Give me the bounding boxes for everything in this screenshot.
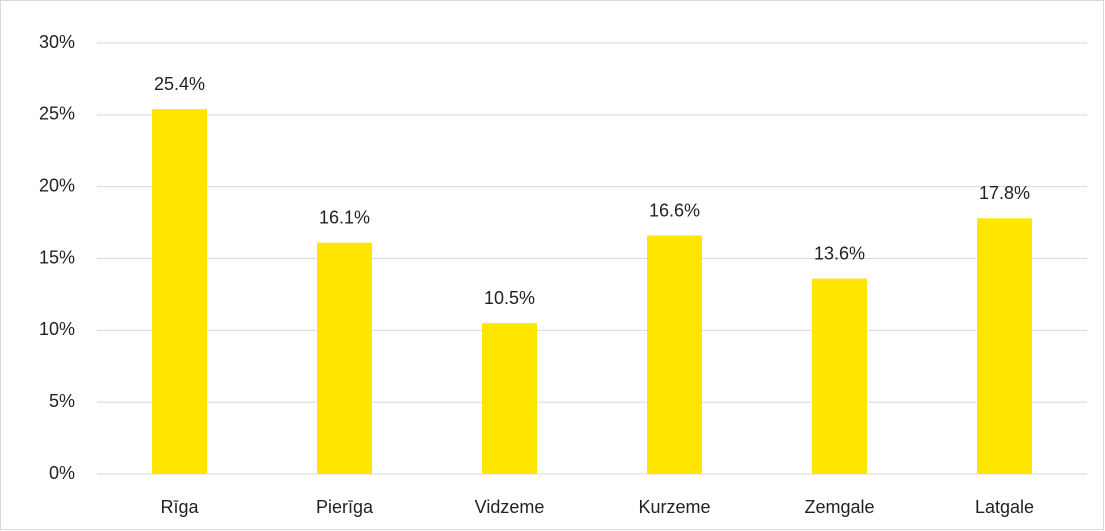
y-tick-label: 30%: [39, 32, 75, 52]
x-tick-label: Kurzeme: [638, 497, 710, 517]
data-label: 25.4%: [154, 74, 205, 94]
bar: [317, 242, 372, 474]
y-tick-label: 5%: [49, 391, 75, 411]
bar: [977, 218, 1032, 474]
data-label: 13.6%: [814, 243, 865, 263]
x-tick-label: Zemgale: [804, 497, 874, 517]
bar: [482, 323, 537, 474]
x-tick-label: Pierīga: [316, 497, 374, 517]
x-tick-label: Latgale: [975, 497, 1034, 517]
y-tick-label: 10%: [39, 319, 75, 339]
y-tick-label: 15%: [39, 247, 75, 267]
x-tick-label: Rīga: [160, 497, 199, 517]
data-label: 10.5%: [484, 288, 535, 308]
bar: [647, 235, 702, 474]
x-tick-label: Vidzeme: [475, 497, 545, 517]
bar: [152, 109, 207, 474]
bar: [812, 278, 867, 474]
y-tick-label: 0%: [49, 463, 75, 483]
data-label: 16.6%: [649, 200, 700, 220]
data-label: 17.8%: [979, 183, 1030, 203]
y-tick-label: 20%: [39, 175, 75, 195]
y-tick-label: 25%: [39, 104, 75, 124]
data-label: 16.1%: [319, 207, 370, 227]
